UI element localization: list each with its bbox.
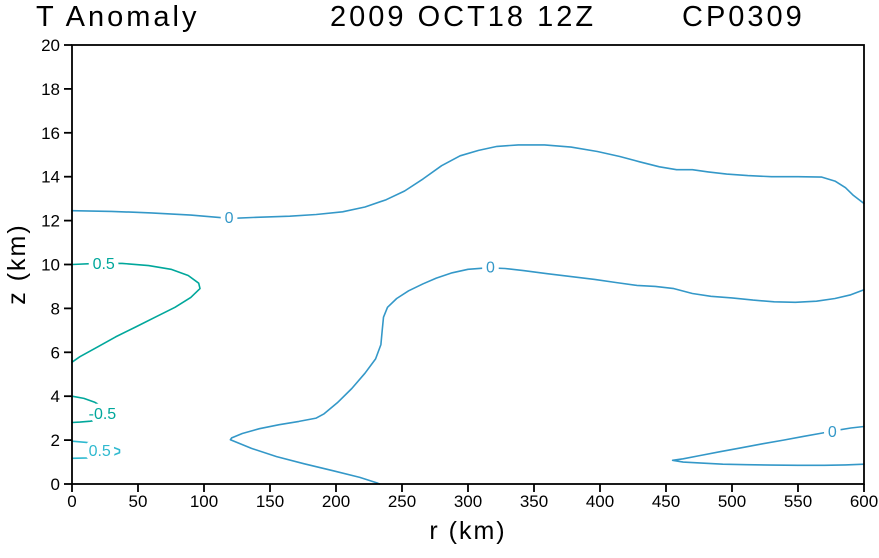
- contour-line-level-0: [229, 266, 865, 485]
- x-tick-label: 250: [388, 492, 416, 511]
- y-tick-label: 6: [51, 343, 60, 362]
- x-tick-label: 100: [190, 492, 218, 511]
- y-tick-label: 18: [41, 80, 60, 99]
- plot-frame: [71, 44, 865, 485]
- contour-line-level--0.5: [71, 395, 108, 424]
- x-tick-label: 200: [322, 492, 350, 511]
- contour-line-level-0: [71, 144, 865, 220]
- contour-label: 0.5: [93, 256, 115, 273]
- y-tick-label: 0: [51, 475, 60, 494]
- x-tick-label: 0: [67, 492, 76, 511]
- y-tick-label: 2: [51, 431, 60, 450]
- contour-line-level-0: [671, 425, 865, 467]
- contour-label: 0: [486, 259, 495, 276]
- y-tick-label: 12: [41, 212, 60, 231]
- x-tick-label: 50: [129, 492, 148, 511]
- x-tick-label: 500: [718, 492, 746, 511]
- contour-line-level-0.5: [71, 262, 201, 364]
- plot-title-run-id: CP0309: [682, 1, 805, 33]
- contour-line-level-0.5: [71, 440, 121, 460]
- x-tick-label: 350: [520, 492, 548, 511]
- plot-title-variable: T Anomaly: [36, 1, 200, 33]
- plot-title-datetime: 2009 OCT18 12Z: [330, 1, 597, 33]
- x-tick-label: 450: [652, 492, 680, 511]
- y-tick-label: 16: [41, 124, 60, 143]
- x-tick-label: 150: [256, 492, 284, 511]
- y-tick-label: 14: [41, 168, 60, 187]
- y-tick-label: 20: [41, 36, 60, 55]
- y-tick-label: 8: [51, 299, 60, 318]
- y-tick-label: 10: [41, 256, 60, 275]
- y-tick-label: 4: [51, 387, 60, 406]
- contour-label: -0.5: [89, 406, 117, 423]
- x-tick-label: 300: [454, 492, 482, 511]
- contour-label: 0: [225, 210, 234, 227]
- x-tick-label: 600: [850, 492, 878, 511]
- contour-label: 0: [828, 424, 837, 441]
- x-tick-label: 550: [784, 492, 812, 511]
- x-tick-label: 400: [586, 492, 614, 511]
- contour-label: 0.5: [89, 443, 111, 460]
- y-axis-title: z (km): [3, 223, 31, 305]
- x-axis-title: r (km): [429, 517, 507, 545]
